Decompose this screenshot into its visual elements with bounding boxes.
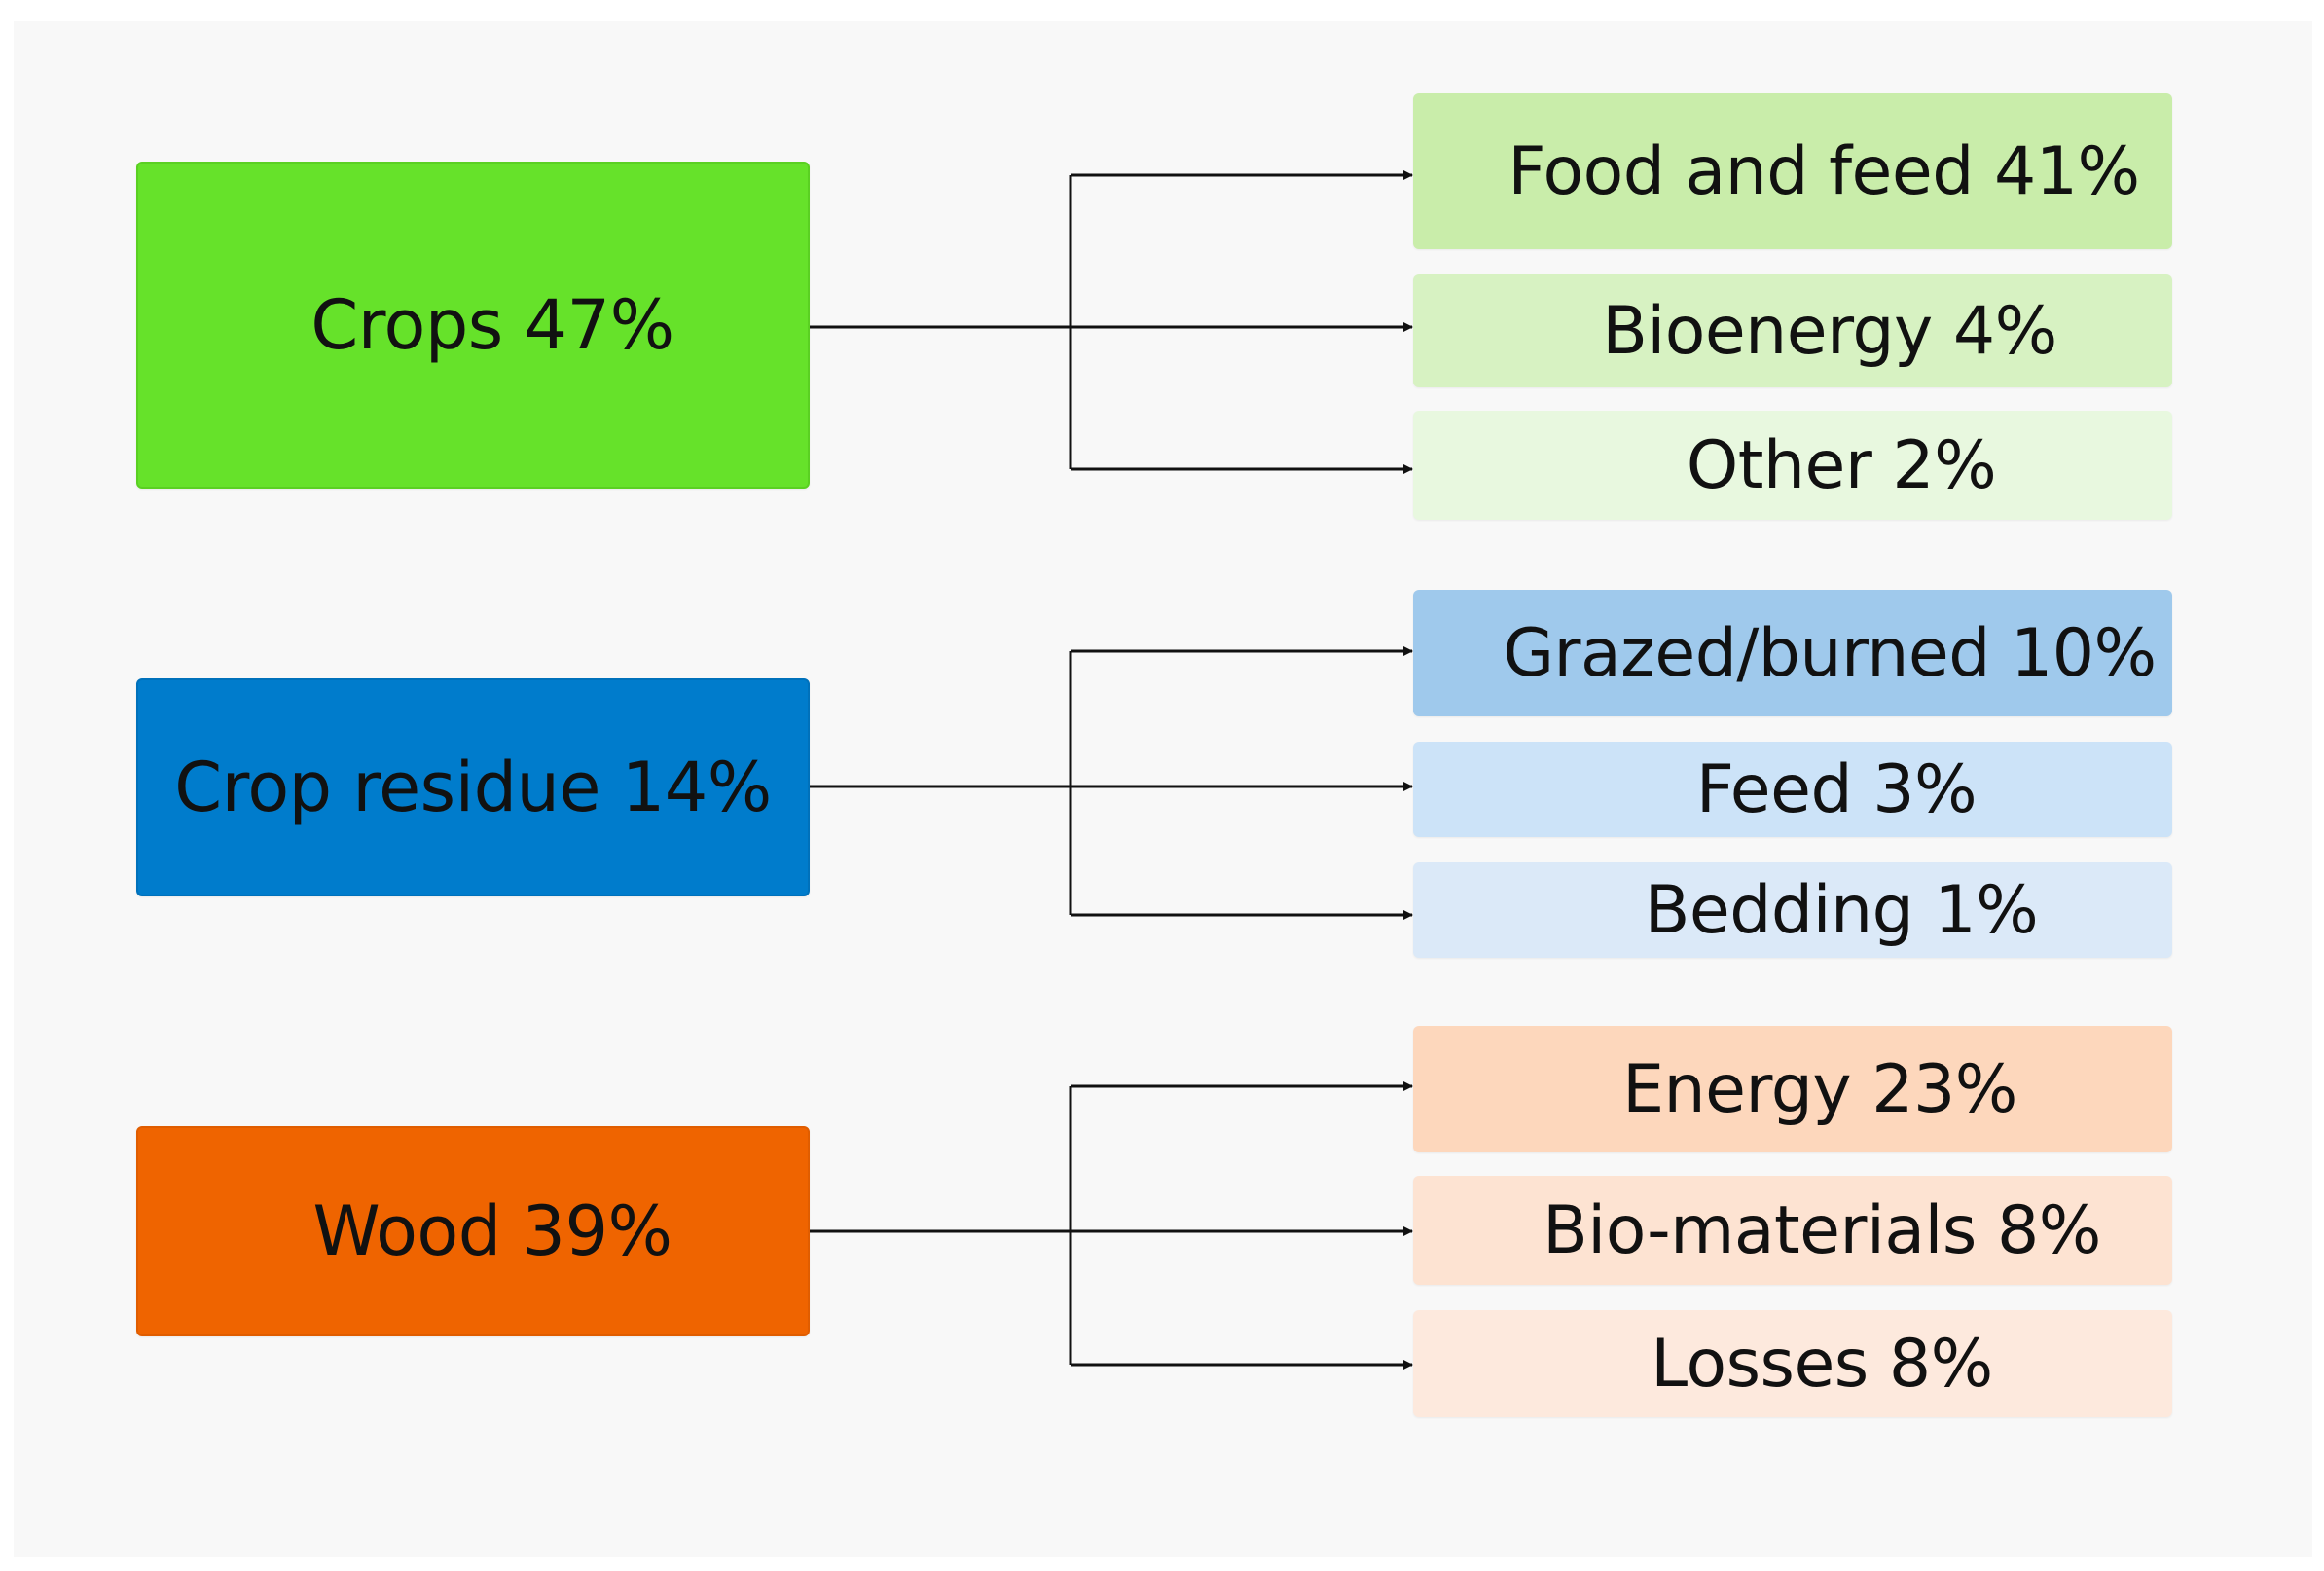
- output-box-food-and-feed: Food and feed 41%: [1413, 93, 2172, 249]
- source-box-crops: Crops 47%: [136, 162, 810, 489]
- source-label-wood: Wood 39%: [312, 1191, 672, 1271]
- output-label-grazed-burned: Grazed/burned 10%: [1503, 614, 2157, 692]
- output-box-energy: Energy 23%: [1413, 1026, 2172, 1152]
- output-label-energy: Energy 23%: [1622, 1050, 2017, 1128]
- source-label-crop-residue: Crop residue 14%: [174, 748, 772, 827]
- output-label-food-and-feed: Food and feed 41%: [1507, 132, 2140, 210]
- output-box-feed: Feed 3%: [1413, 742, 2172, 837]
- output-box-grazed-burned: Grazed/burned 10%: [1413, 590, 2172, 716]
- output-box-bedding: Bedding 1%: [1413, 862, 2172, 958]
- output-label-bioenergy: Bioenergy 4%: [1602, 292, 2057, 370]
- output-label-feed: Feed 3%: [1695, 750, 1978, 828]
- output-box-bioenergy: Bioenergy 4%: [1413, 274, 2172, 387]
- output-box-other: Other 2%: [1413, 411, 2172, 520]
- source-box-crop-residue: Crop residue 14%: [136, 678, 810, 896]
- output-label-bio-materials: Bio-materials 8%: [1543, 1191, 2101, 1269]
- source-box-wood: Wood 39%: [136, 1126, 810, 1336]
- output-label-bedding: Bedding 1%: [1644, 871, 2039, 949]
- output-box-losses: Losses 8%: [1413, 1310, 2172, 1417]
- output-label-losses: Losses 8%: [1651, 1325, 1993, 1403]
- output-label-other: Other 2%: [1686, 426, 1997, 504]
- source-label-crops: Crops 47%: [310, 285, 674, 365]
- output-box-bio-materials: Bio-materials 8%: [1413, 1176, 2172, 1285]
